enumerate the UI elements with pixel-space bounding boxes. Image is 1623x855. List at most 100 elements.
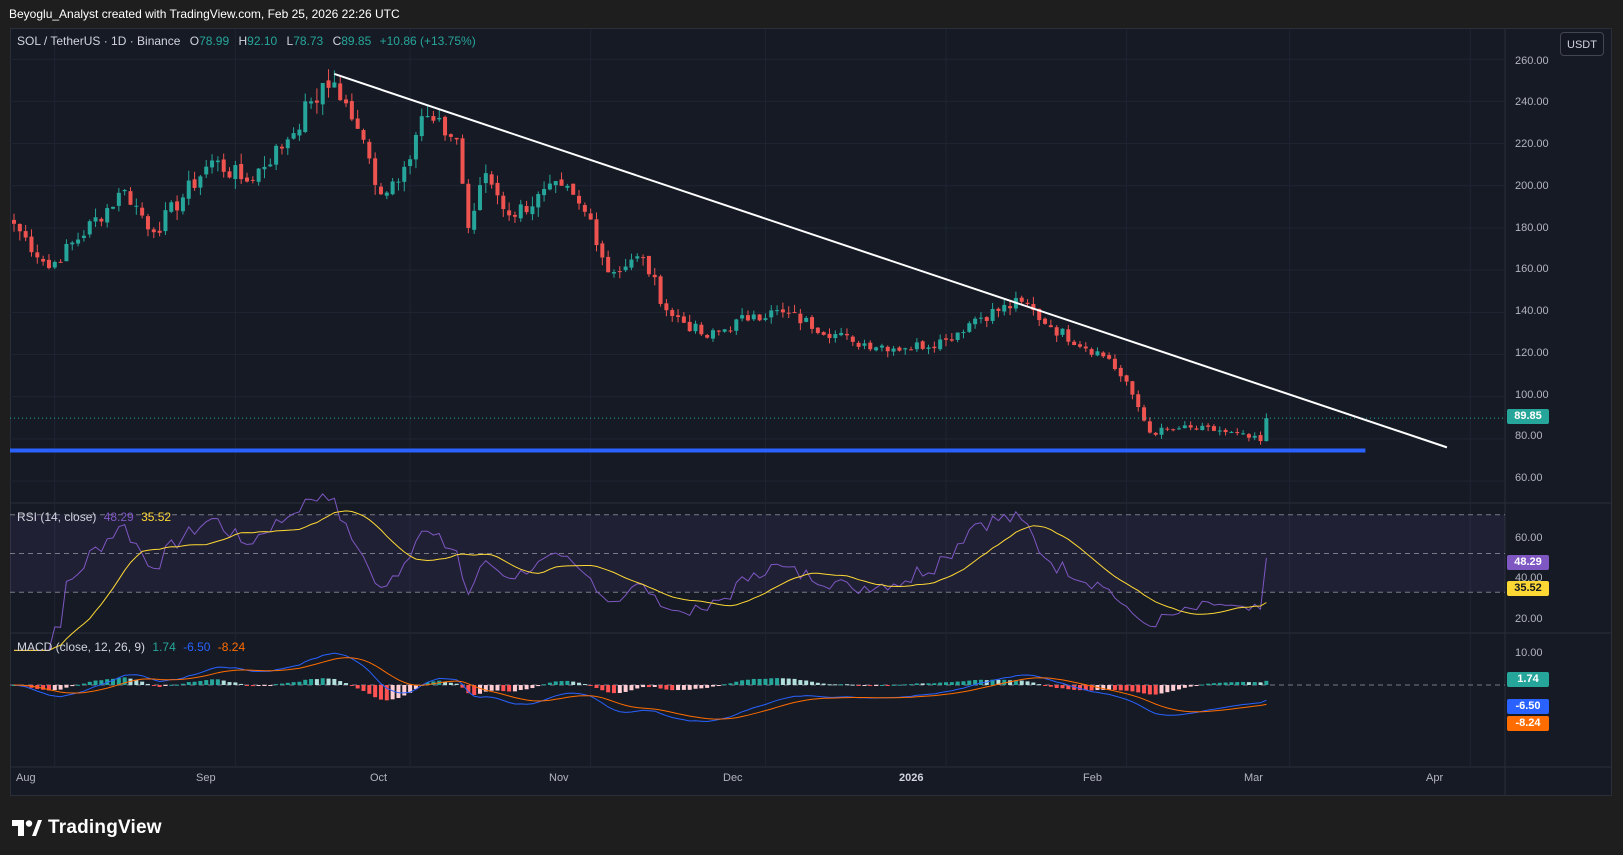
macd-histogram-bar [338,681,343,685]
macd-histogram-bar [646,685,651,688]
macd-histogram-bar [1037,684,1042,686]
time-tick: Oct [370,772,388,784]
candle-body [355,118,360,129]
macd-line [13,652,1267,723]
macd-histogram-bar [320,678,325,685]
macd-histogram-bar [722,684,727,686]
macd-histogram-bar [46,685,51,691]
candle-body [1083,346,1088,349]
macd-histogram-bar [134,679,139,685]
macd-histogram-bar [157,685,162,687]
symbol-legend: SOL / TetherUS · 1D · Binance O78.99 H92… [17,34,476,48]
candle-body [553,181,558,186]
close-label: C [332,34,342,48]
candle-body [745,315,750,321]
candle-body [373,158,378,185]
candle-body [1264,418,1269,442]
candle-body [1124,375,1129,382]
candle-body [507,210,512,216]
macd-label[interactable]: MACD (close, 12, 26, 9) [17,640,146,654]
macd-histogram-bar [1264,680,1269,685]
currency-button[interactable]: USDT [1560,32,1604,56]
macd-histogram-bar [256,685,261,686]
candle-body [1037,308,1042,321]
candle-body [1252,435,1257,438]
macd-histogram-bar [1165,685,1170,693]
macd-histogram-bar [827,684,832,686]
candle-body [751,314,756,320]
candle-body [879,345,884,348]
candle-body [466,183,471,228]
close-value: 89.85 [341,34,372,48]
candle-body [198,176,203,188]
candle-body [454,137,459,140]
candle-body [512,214,517,217]
candle-body [495,182,500,196]
macd-histogram-bar [1048,685,1053,687]
macd-histogram-bar [1229,682,1234,685]
candle-body [268,164,273,167]
candle-body [285,139,290,149]
candle-body [1025,302,1030,304]
rsi-tag: 48.29 [1507,555,1549,570]
macd-histogram-bar [443,681,448,685]
macd-histogram-bar [1019,680,1024,685]
candle-body [1171,429,1176,431]
macd-histogram-bar [122,677,127,685]
macd-histogram-bar [740,680,745,685]
candle-body [530,206,535,215]
macd-histogram-bar [547,682,552,685]
candle-body [338,83,343,101]
macd-histogram-bar [967,680,972,685]
macd-histogram-bar [1101,685,1106,690]
price-tick: 180.00 [1515,222,1549,234]
candle-body [792,312,797,314]
macd-histogram-bar [1124,685,1129,691]
macd-histogram-bar [413,685,418,689]
candle-body [192,179,197,188]
rsi-value: 48.29 [103,510,134,524]
candle-body [996,308,1001,311]
candle-body [577,195,582,204]
candle-body [914,342,919,350]
candle-body [763,318,768,320]
macd-histogram-bar [978,679,983,685]
macd-histogram-bar [769,678,774,685]
tradingview-logo[interactable]: TradingView [12,815,162,841]
macd-histogram-bar [885,685,890,686]
candle-body [1229,431,1234,433]
macd-histogram-bar [792,678,797,685]
macd-histogram-bar [186,682,191,685]
candle-body [93,217,98,222]
rsi-tick: 20.00 [1515,613,1543,625]
candle-body [215,160,220,163]
macd-histogram-bar [279,683,284,685]
macd-histogram-bar [530,685,535,689]
macd-histogram-bar [757,678,762,685]
macd-histogram-bar [1107,685,1112,690]
candle-body [297,129,302,136]
candle-body [547,183,552,190]
candle-body [1043,318,1048,324]
macd-histogram-bar [303,679,308,685]
candle-body [868,342,873,350]
macd-histogram-bar [501,685,506,692]
symbol-name[interactable]: SOL / TetherUS · 1D · Binance [17,34,181,48]
candle-body [448,134,453,137]
rsi-label[interactable]: RSI (14, close) [17,510,97,524]
macd-histogram-bar [361,685,366,691]
macd-line-tag: -6.50 [1507,699,1549,714]
macd-histogram-bar [891,684,896,686]
candle-body [775,310,780,312]
time-tick: Dec [723,772,743,784]
macd-histogram-bar [670,685,675,691]
macd-histogram-bar [215,679,220,685]
macd-histogram-bar [711,685,715,687]
macd-signal-value: -8.24 [217,640,246,654]
rsi-ma-tag: 35.52 [1507,581,1549,596]
macd-histogram-bar [1217,682,1222,685]
candle-body [1194,428,1199,430]
top-bar: Beyoglu_Analyst created with TradingView… [0,0,1623,28]
macd-histogram-bar [658,685,663,689]
